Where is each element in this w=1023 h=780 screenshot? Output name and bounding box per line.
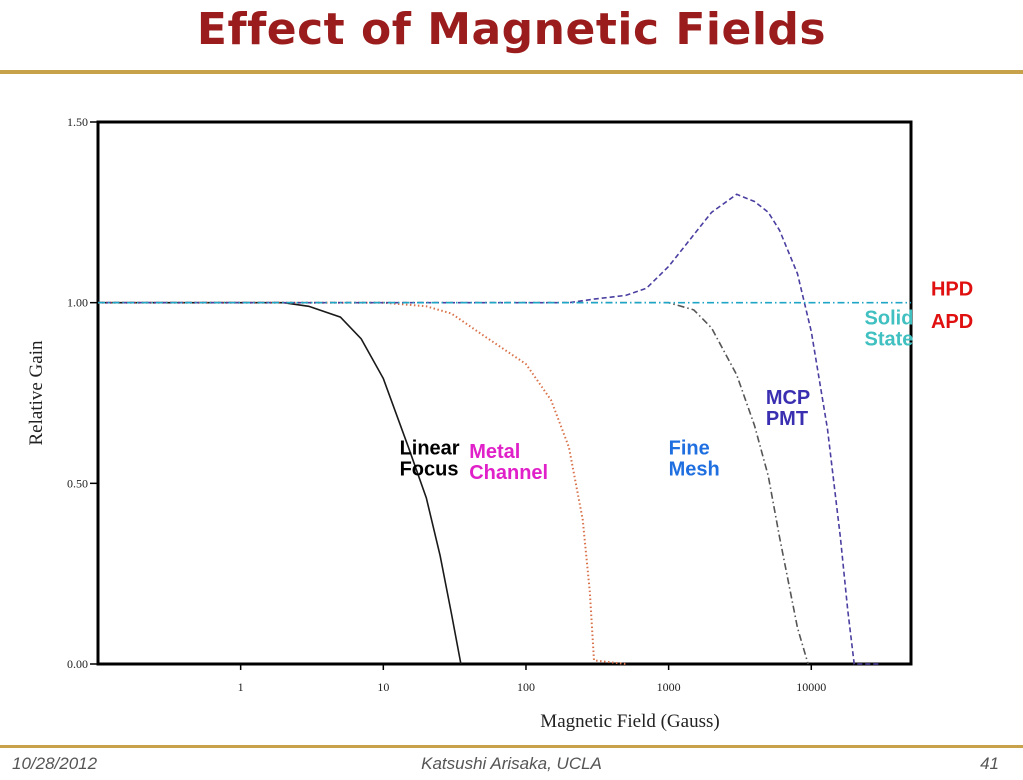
x-tick-label: 100 [517, 680, 535, 694]
curve-label: Channel [469, 462, 548, 484]
curve-label: APD [931, 311, 973, 333]
x-tick-label: 10000 [796, 680, 826, 694]
x-axis-label: Magnetic Field (Gauss) [540, 711, 719, 732]
curve-label: PMT [766, 408, 808, 430]
slide-title: Effect of Magnetic Fields [196, 4, 827, 55]
curve-label: Metal [469, 441, 520, 463]
curve-label: State [865, 328, 914, 350]
footer-date: 10/28/2012 [12, 754, 98, 773]
x-axis: 1 10 100 1000 10000 [238, 664, 826, 694]
series-line [98, 301, 626, 665]
page-number: 41 [980, 754, 999, 773]
curve-label: MCP [766, 387, 810, 409]
y-axis: 0.00 0.50 1.00 1.50 [67, 115, 98, 671]
curve-label: Fine [669, 437, 710, 459]
x-tick-label: 1 [238, 680, 244, 694]
title-divider [0, 70, 1023, 74]
x-tick-label: 1000 [657, 680, 681, 694]
curve-label: HPD [931, 278, 973, 300]
footer-divider [0, 745, 1023, 748]
y-tick-label: 1.00 [67, 296, 88, 310]
curve-label: Mesh [669, 458, 720, 480]
series-line [98, 301, 462, 665]
plot-frame [96, 120, 913, 666]
curve-label: Focus [400, 458, 459, 480]
series-layer [98, 193, 911, 665]
series-line [98, 301, 809, 665]
y-tick-label: 0.50 [67, 476, 88, 490]
series-line [98, 193, 880, 665]
curve-label: Linear [400, 437, 460, 459]
y-tick-label: 0.00 [67, 657, 88, 671]
y-axis-label: Relative Gain [26, 340, 47, 445]
x-tick-label: 10 [377, 680, 389, 694]
y-tick-label: 1.50 [67, 115, 88, 129]
curve-label: Solid [865, 307, 914, 329]
magnetic-field-chart: 0.000.501.001.50 1 10 100 1000 10000 LinearF… [26, 115, 974, 732]
footer-author: Katsushi Arisaka, UCLA [421, 754, 602, 773]
